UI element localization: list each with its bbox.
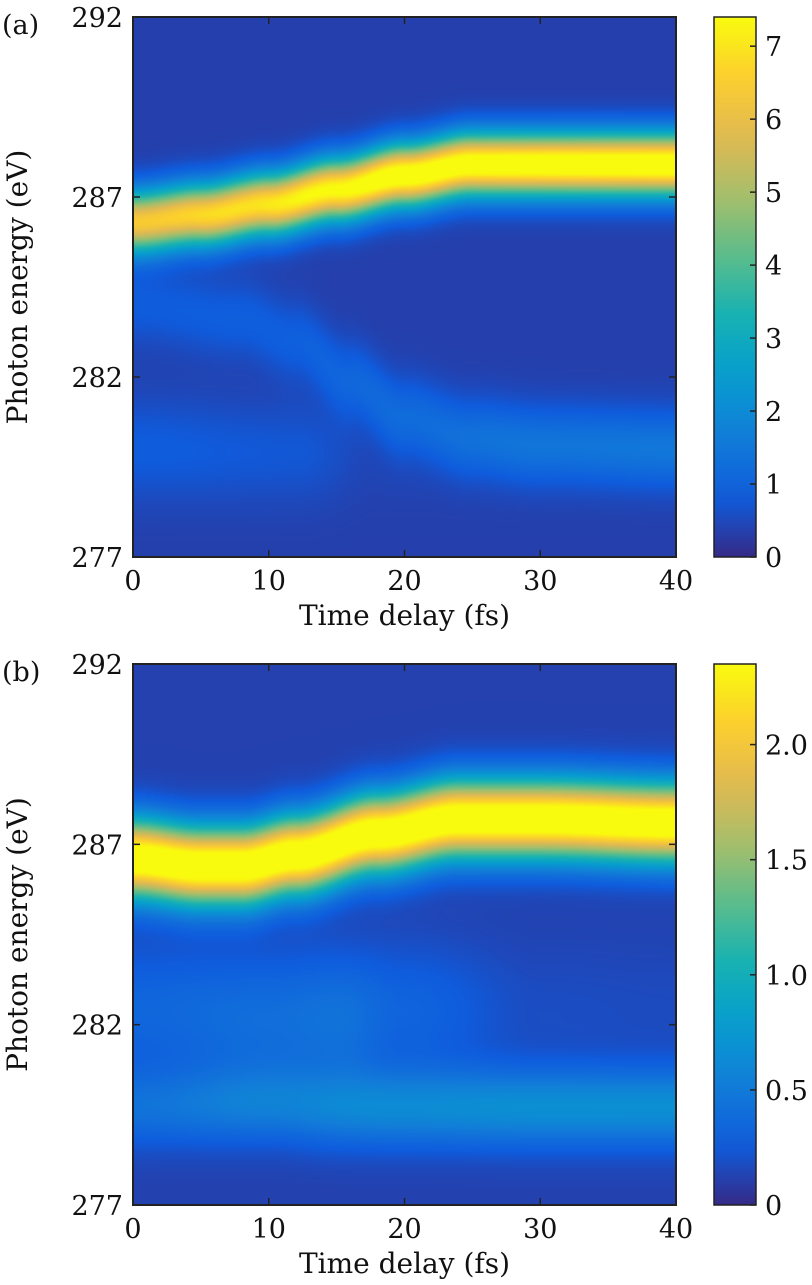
- x-tick-label: 40: [659, 1214, 693, 1245]
- y-axis-title: Photon energy (eV): [1, 150, 34, 425]
- x-tick-label: 0: [124, 1214, 141, 1245]
- panel-label: (b): [2, 657, 40, 688]
- colorbar-tick-label: 0: [765, 1191, 782, 1222]
- y-tick-label: 287: [71, 183, 123, 214]
- colorbar-tick-label: 1.0: [765, 961, 808, 992]
- colorbar-tick-label: 5: [765, 178, 782, 209]
- colorbar-tick-label: 4: [765, 251, 782, 282]
- x-axis-title: Time delay (fs): [299, 1247, 510, 1280]
- colorbar-tick-label: 0.5: [765, 1076, 808, 1107]
- colorbar-tick-label: 0: [765, 543, 782, 574]
- colorbar-tick-label: 3: [765, 324, 782, 355]
- x-tick-label: 0: [124, 566, 141, 597]
- y-tick-label: 282: [71, 363, 123, 394]
- heatmap-image: [133, 17, 676, 557]
- x-tick-label: 20: [387, 1214, 421, 1245]
- y-tick-label: 292: [71, 3, 123, 34]
- y-axis-title: Photon energy (eV): [1, 797, 34, 1072]
- x-tick-label: 30: [523, 566, 557, 597]
- x-tick-label: 30: [523, 1214, 557, 1245]
- colorbar-tick-label: 2.0: [765, 731, 808, 762]
- colorbar-tick-label: 6: [765, 105, 782, 136]
- x-axis-title: Time delay (fs): [299, 599, 510, 632]
- y-tick-label: 277: [71, 543, 123, 574]
- colorbar-tick-label: 7: [765, 32, 782, 63]
- y-tick-label: 282: [71, 1011, 123, 1042]
- y-tick-label: 277: [71, 1191, 123, 1222]
- x-tick-label: 40: [659, 566, 693, 597]
- colorbar: [713, 663, 757, 1206]
- colorbar-tick-label: 2: [765, 397, 782, 428]
- colorbar-tick-label: 1.5: [765, 846, 808, 877]
- colorbar-tick-label: 1: [765, 470, 782, 501]
- y-tick-label: 287: [71, 830, 123, 861]
- y-tick-label: 292: [71, 650, 123, 681]
- x-tick-label: 20: [387, 566, 421, 597]
- heatmap-image: [133, 664, 676, 1205]
- x-tick-label: 10: [252, 1214, 286, 1245]
- colorbar: [713, 16, 757, 558]
- panel-label: (a): [2, 10, 39, 41]
- x-tick-label: 10: [252, 566, 286, 597]
